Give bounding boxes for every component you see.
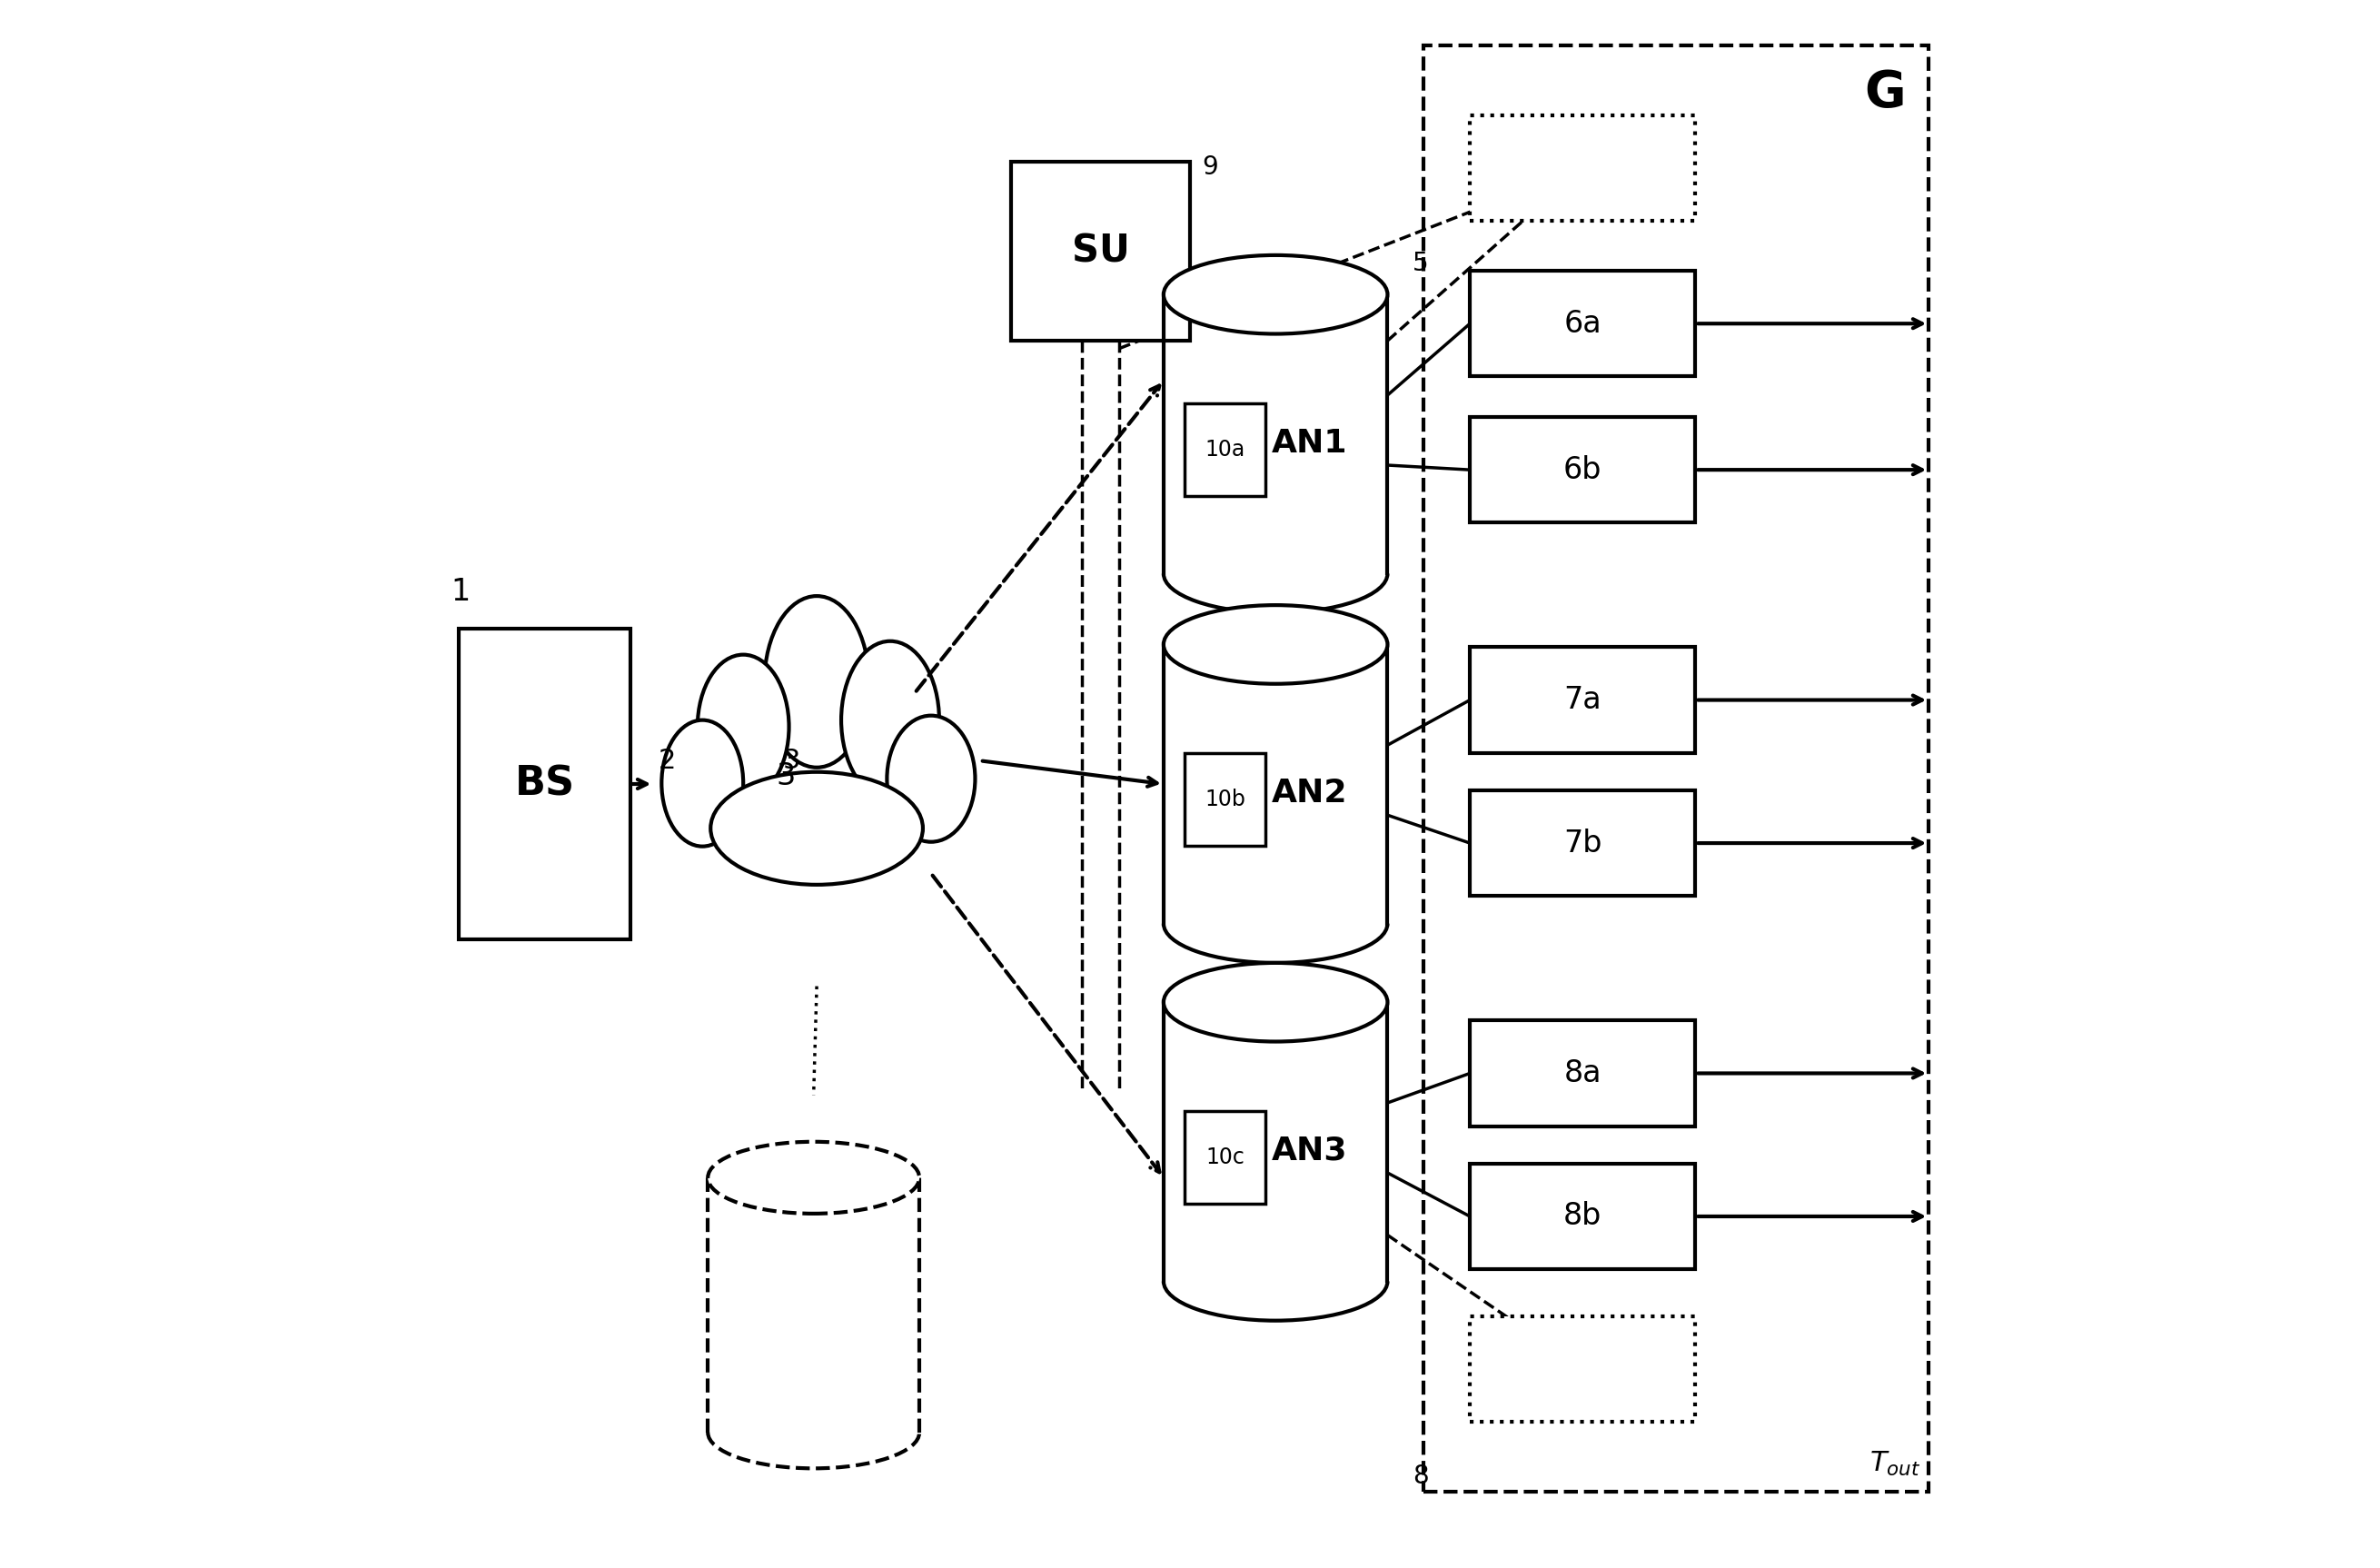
Bar <box>459 629 631 939</box>
Polygon shape <box>669 637 964 884</box>
Text: 6a: 6a <box>1564 309 1602 339</box>
Bar <box>1164 295 1388 574</box>
Bar <box>1471 114 1695 221</box>
Text: 8: 8 <box>1411 1465 1428 1490</box>
Text: 10c: 10c <box>1207 1146 1245 1168</box>
Bar <box>1471 271 1695 376</box>
Bar <box>1012 162 1190 340</box>
Bar <box>1185 403 1266 495</box>
Text: SU: SU <box>1071 232 1130 270</box>
Ellipse shape <box>764 596 869 767</box>
Bar <box>1185 753 1266 847</box>
Bar <box>1164 1002 1388 1281</box>
Text: 2: 2 <box>659 748 676 775</box>
Ellipse shape <box>1164 605 1388 684</box>
Bar <box>1423 45 1928 1491</box>
Text: 10a: 10a <box>1204 439 1245 461</box>
Text: 10b: 10b <box>1204 789 1245 811</box>
Text: 4a: 4a <box>1323 274 1354 299</box>
Text: 8a: 8a <box>1564 1058 1602 1088</box>
Bar <box>1471 417 1695 522</box>
Bar <box>1471 1021 1695 1126</box>
Ellipse shape <box>840 641 940 800</box>
Ellipse shape <box>1164 963 1388 1041</box>
Ellipse shape <box>697 655 790 800</box>
Bar <box>1185 1110 1266 1204</box>
Text: 5: 5 <box>1411 251 1428 276</box>
Text: AN1: AN1 <box>1271 428 1347 458</box>
Text: AN3: AN3 <box>1271 1135 1347 1167</box>
Bar <box>1471 648 1695 753</box>
Text: 9: 9 <box>1202 154 1219 180</box>
Text: 8b: 8b <box>1564 1201 1602 1231</box>
Text: 4b: 4b <box>1323 629 1354 654</box>
Text: 7a: 7a <box>1564 685 1602 715</box>
Ellipse shape <box>712 771 923 884</box>
Text: G: G <box>1864 69 1906 118</box>
Text: 6b: 6b <box>1564 455 1602 485</box>
Bar <box>1471 1316 1695 1422</box>
Ellipse shape <box>707 1142 919 1214</box>
Text: 1: 1 <box>452 577 471 607</box>
Text: 3: 3 <box>783 748 800 775</box>
Text: 4c: 4c <box>1323 994 1352 1019</box>
Bar <box>1471 790 1695 895</box>
Bar <box>707 1178 919 1433</box>
Text: 7b: 7b <box>1564 828 1602 858</box>
Text: 3: 3 <box>776 760 795 792</box>
Ellipse shape <box>662 720 743 847</box>
Text: AN2: AN2 <box>1271 778 1347 809</box>
Ellipse shape <box>888 715 976 842</box>
Bar <box>1471 1163 1695 1269</box>
Bar <box>1164 644 1388 924</box>
Text: BS: BS <box>514 765 574 803</box>
Ellipse shape <box>1164 256 1388 334</box>
Text: $T_{out}$: $T_{out}$ <box>1871 1450 1921 1479</box>
